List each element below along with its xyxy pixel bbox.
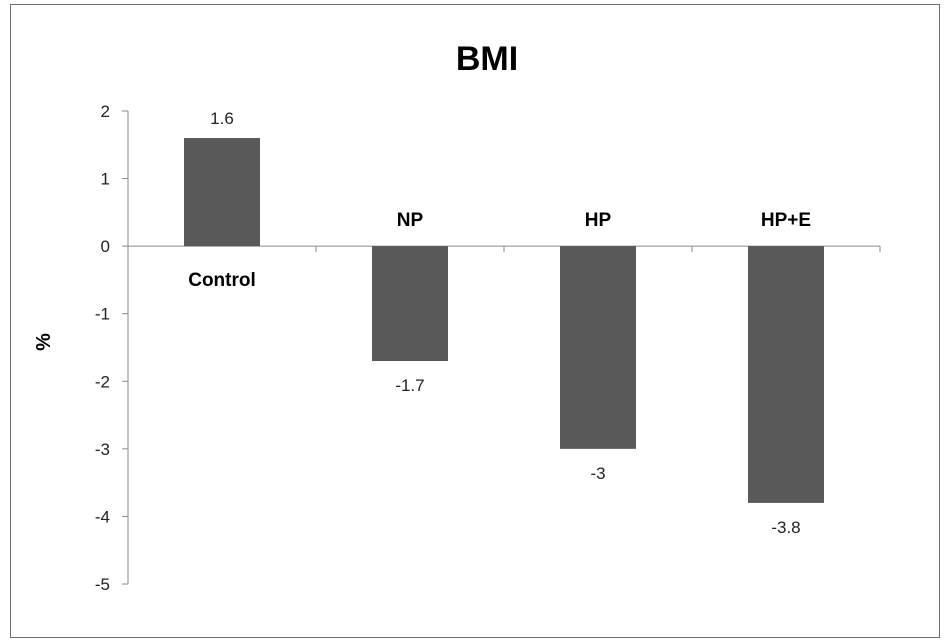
category-label: HP+E	[761, 210, 811, 231]
data-label: -3.8	[771, 518, 800, 537]
plot-area: 2 1 0 -1 -2 -3 -4 -5 Control 1.6 NP -1.7 HP -3 HP+E -3.…	[95, 102, 881, 594]
y-tick-label: 0	[101, 237, 110, 256]
y-tick-label: -1	[95, 305, 110, 324]
category-label: Control	[188, 270, 256, 291]
category-label: HP	[585, 210, 612, 231]
data-label: 1.6	[210, 109, 234, 128]
y-tick-label: -4	[95, 507, 110, 526]
y-axis-label: %	[33, 333, 55, 351]
bar-hp	[560, 246, 636, 449]
data-label: -3	[590, 464, 605, 483]
y-tick-label: 1	[101, 170, 110, 189]
chart-title: BMI	[456, 40, 518, 78]
bar-control	[184, 138, 260, 247]
category-label: NP	[397, 210, 424, 231]
bar-hp-e	[748, 246, 824, 503]
y-tick-label: -5	[95, 575, 110, 594]
y-tick-label: -3	[95, 440, 110, 459]
y-tick-label: -2	[95, 372, 110, 391]
bar-np	[372, 246, 448, 362]
data-label: -1.7	[395, 376, 424, 395]
y-tick-label: 2	[101, 102, 110, 121]
